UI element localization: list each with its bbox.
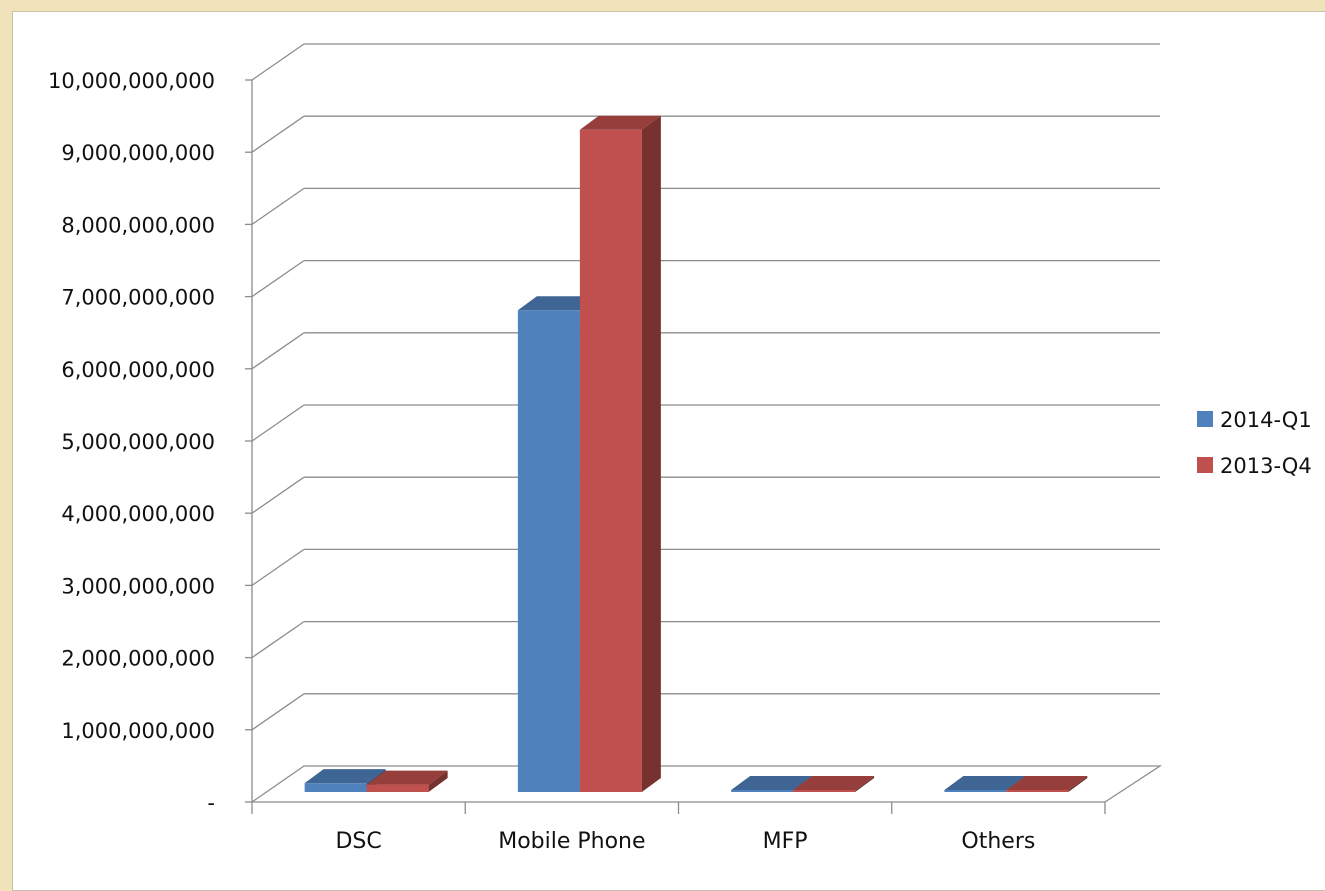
- gridline-diagonal: [252, 477, 304, 513]
- bar-front: [305, 783, 367, 792]
- gridline-diagonal: [252, 44, 304, 80]
- legend-label: 2013-Q4: [1220, 454, 1312, 478]
- y-tick-label: -: [207, 791, 215, 815]
- bar-front: [731, 790, 793, 792]
- x-tick-label: MFP: [763, 829, 808, 854]
- y-tick-label: 8,000,000,000: [61, 213, 215, 237]
- legend: 2014-Q1 2013-Q4: [1197, 408, 1312, 478]
- bar-front: [793, 790, 855, 792]
- gridline-diagonal: [252, 694, 304, 730]
- y-tick-label: 10,000,000,000: [48, 69, 215, 93]
- gridline-diagonal: [252, 116, 304, 152]
- y-tick-label: 3,000,000,000: [61, 574, 215, 598]
- bar-front: [580, 130, 642, 792]
- gridline-diagonal: [252, 188, 304, 224]
- bar-front: [518, 310, 580, 792]
- y-tick-label: 6,000,000,000: [61, 358, 215, 382]
- gridline-diagonal: [252, 549, 304, 585]
- y-tick-label: 5,000,000,000: [61, 430, 215, 454]
- bar-front: [1006, 790, 1068, 792]
- gridline-diagonal: [252, 405, 304, 441]
- bar-side: [642, 116, 661, 792]
- y-tick-label: 1,000,000,000: [61, 719, 215, 743]
- gridlines: [252, 44, 1160, 730]
- legend-label: 2014-Q1: [1220, 408, 1312, 432]
- x-tick-label: Mobile Phone: [498, 829, 645, 854]
- x-tick-label: DSC: [335, 829, 381, 854]
- bar-front: [367, 785, 429, 792]
- bar-front: [944, 790, 1006, 792]
- legend-swatch: [1197, 411, 1213, 427]
- y-tick-label: 2,000,000,000: [61, 647, 215, 671]
- legend-swatch: [1197, 457, 1213, 473]
- x-tick-label: Others: [961, 829, 1035, 854]
- y-tick-label: 9,000,000,000: [61, 141, 215, 165]
- gridline-diagonal: [252, 261, 304, 297]
- y-tick-label: 7,000,000,000: [61, 286, 215, 310]
- bars: [305, 116, 1088, 792]
- bar-chart: - 1,000,000,000 2,000,000,000 3,000,000,000…: [0, 0, 1325, 870]
- bar: [580, 116, 661, 792]
- gridline-diagonal: [252, 333, 304, 369]
- gridline-diagonal: [252, 622, 304, 658]
- y-tick-label: 4,000,000,000: [61, 502, 215, 526]
